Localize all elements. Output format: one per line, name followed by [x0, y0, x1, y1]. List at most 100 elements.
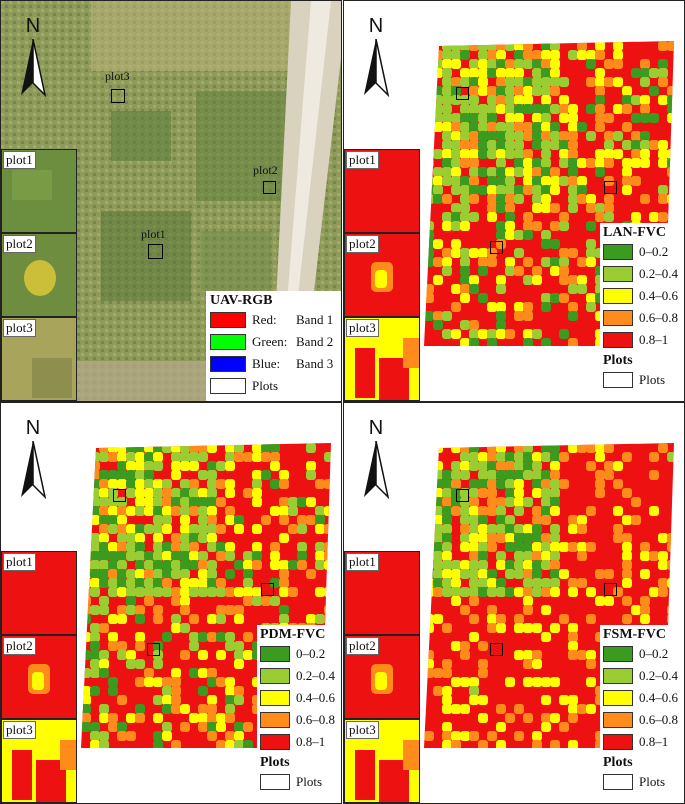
- fvc-class-label: 0.6–0.8: [639, 310, 678, 325]
- north-arrow: N: [13, 417, 53, 499]
- blue-label: Blue:: [252, 356, 281, 371]
- pdm-inset-plot1: plot1: [1, 551, 77, 635]
- fvc-class-label: 0.8–1: [639, 332, 669, 347]
- fvc-legend-row: 0–0.2: [260, 643, 340, 665]
- fsm-inset-plot3: plot3: [344, 719, 420, 803]
- green-label: Green:: [252, 334, 288, 349]
- inset-plot1-label: plot1: [3, 553, 36, 571]
- fvc-swatch: [603, 288, 633, 304]
- plots-label: Plots: [639, 774, 666, 789]
- plots-title: Plots: [260, 755, 290, 770]
- fvc-class-label: 0–0.2: [639, 244, 669, 259]
- green-band: Band: [296, 334, 324, 349]
- north-label: N: [368, 417, 384, 439]
- fvc-legend-row: 0–0.2: [603, 643, 683, 665]
- fvc-legend-row: 0.4–0.6: [603, 687, 683, 709]
- plot3-marker: [111, 89, 125, 103]
- inset-plot2-label: plot2: [3, 637, 36, 655]
- green-swatch: [210, 334, 246, 350]
- green-band-num: 2: [326, 334, 334, 349]
- rgb-legend: UAV-RGB Red: Band 1 Green: Band 2 Blue: …: [206, 291, 341, 401]
- red-label: Red:: [252, 312, 277, 327]
- fvc-swatch: [603, 244, 633, 260]
- fvc-class-label: 0.4–0.6: [639, 690, 678, 705]
- red-band: Band: [296, 312, 324, 327]
- fvc-class-label: 0–0.2: [296, 646, 326, 661]
- inset-plot2-label: plot2: [3, 235, 36, 253]
- plots-label: Plots: [252, 378, 279, 393]
- lan-plot1-marker: [490, 241, 503, 254]
- pdm-plot1-marker: [147, 643, 160, 656]
- inset-plot2-label: plot2: [346, 235, 379, 253]
- fvc-legend-row: 0.8–1: [260, 731, 340, 753]
- inset-plot1: plot1: [1, 149, 77, 233]
- lan-inset-plot3: plot3: [344, 317, 420, 401]
- fvc-legend-row: 0.8–1: [603, 329, 683, 351]
- fvc-class-label: 0.8–1: [296, 734, 326, 749]
- rgb-legend-title: UAV-RGB: [210, 293, 273, 308]
- inset-plot1-label: plot1: [3, 151, 36, 169]
- legend-row-plots: Plots: [210, 375, 339, 397]
- plot2-marker: [263, 181, 276, 194]
- north-label: N: [368, 15, 384, 37]
- legend-row-red: Red: Band 1: [210, 309, 339, 331]
- plots-label: Plots: [639, 372, 666, 387]
- inset-plot3-label: plot3: [346, 319, 379, 337]
- fsm-fvc-legend: FSM-FVC 0–0.2 0.2–0.4 0.4–0.6 0.6–0.8 0.8–1 Pl…: [600, 625, 684, 795]
- red-band-num: 1: [326, 312, 334, 327]
- north-label: N: [25, 417, 41, 439]
- inset-plot1-label: plot1: [346, 553, 379, 571]
- fvc-swatch: [260, 712, 290, 728]
- plots-label: Plots: [296, 774, 323, 789]
- legend-row-plots: Plots: [260, 771, 340, 793]
- plot3-label: plot3: [105, 69, 130, 83]
- panel-uav-rgb: N plot3 plot2 plot1 plot1 plot2 plot3 UA…: [0, 0, 342, 402]
- fvc-swatch: [260, 734, 290, 750]
- north-arrow-icon: [364, 441, 390, 499]
- plots-title: Plots: [603, 353, 633, 368]
- plot1-marker: [148, 244, 163, 259]
- fvc-legend-row: 0–0.2: [603, 241, 683, 263]
- pdm-fvc-legend: PDM-FVC 0–0.2 0.2–0.4 0.4–0.6 0.6–0.8 0.8–1 Pl…: [257, 625, 341, 795]
- fvc-swatch: [260, 668, 290, 684]
- fvc-class-label: 0.6–0.8: [296, 712, 335, 727]
- north-arrow: N: [356, 417, 396, 499]
- lan-fvc-map: [424, 41, 674, 346]
- fvc-swatch: [603, 310, 633, 326]
- pdm-plot2-marker: [261, 583, 274, 596]
- fsm-plot3-marker: [456, 489, 469, 502]
- pdm-inset-plot3: plot3: [1, 719, 77, 803]
- fvc-swatch: [603, 668, 633, 684]
- blue-band: Band: [296, 356, 324, 371]
- fvc-legend-title: LAN-FVC: [603, 225, 666, 240]
- fvc-class-label: 0.6–0.8: [639, 712, 678, 727]
- fvc-legend-row: 0.4–0.6: [603, 285, 683, 307]
- fsm-plot2-marker: [604, 583, 617, 596]
- fvc-swatch: [260, 646, 290, 662]
- north-arrow-icon: [364, 39, 390, 97]
- lan-fvc-legend: LAN-FVC 0–0.2 0.2–0.4 0.4–0.6 0.6–0.8 0.8–1 Pl…: [600, 223, 684, 393]
- pdm-plot3-marker: [113, 489, 126, 502]
- fvc-legend-row: 0.2–0.4: [260, 665, 340, 687]
- fvc-legend-title: PDM-FVC: [260, 627, 326, 642]
- fvc-swatch: [603, 646, 633, 662]
- inset-plot2: plot2: [1, 233, 77, 317]
- fvc-swatch: [260, 690, 290, 706]
- legend-row-plots: Plots: [603, 771, 683, 793]
- fvc-legend-title: FSM-FVC: [603, 627, 666, 642]
- fvc-legend-row: 0.4–0.6: [260, 687, 340, 709]
- fvc-class-label: 0.4–0.6: [639, 288, 678, 303]
- fsm-inset-plot1: plot1: [344, 551, 420, 635]
- north-label: N: [25, 15, 41, 37]
- north-arrow-icon: [21, 39, 47, 97]
- fvc-legend-row: 0.8–1: [603, 731, 683, 753]
- plot1-label: plot1: [141, 227, 166, 241]
- north-arrow-icon: [21, 441, 47, 499]
- north-arrow: N: [13, 15, 53, 97]
- fsm-inset-plot2: plot2: [344, 635, 420, 719]
- lan-plot2-marker: [604, 181, 617, 194]
- legend-row-green: Green: Band 2: [210, 331, 339, 353]
